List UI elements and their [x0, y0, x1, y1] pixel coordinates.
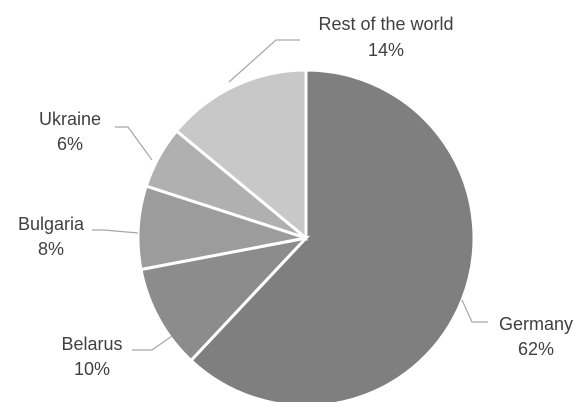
- label-bulgaria-value: 8%: [38, 239, 64, 259]
- label-bulgaria-name: Bulgaria: [18, 214, 85, 234]
- slice-germany: [188, 68, 476, 402]
- leader-lines: [92, 39, 488, 351]
- leader-belarus: [132, 335, 173, 351]
- label-belarus-value: 10%: [74, 359, 110, 379]
- leader-germany: [461, 299, 488, 323]
- label-ukraine-name: Ukraine: [39, 109, 101, 129]
- label-ukraine-value: 6%: [57, 134, 83, 154]
- leader-rest-of-world: [228, 39, 300, 83]
- leader-ukraine: [115, 126, 153, 161]
- label-germany-value: 62%: [518, 339, 554, 359]
- pie-slices: [136, 68, 476, 402]
- slice-belarus: [139, 235, 311, 363]
- label-belarus-name: Belarus: [61, 334, 122, 354]
- leader-bulgaria: [92, 229, 139, 234]
- label-rest-of-world-value: 14%: [368, 40, 404, 60]
- slice-rest-of-the-world: [174, 68, 308, 242]
- label-rest-of-world-name: Rest of the world: [318, 14, 453, 34]
- label-germany-name: Germany: [499, 314, 573, 334]
